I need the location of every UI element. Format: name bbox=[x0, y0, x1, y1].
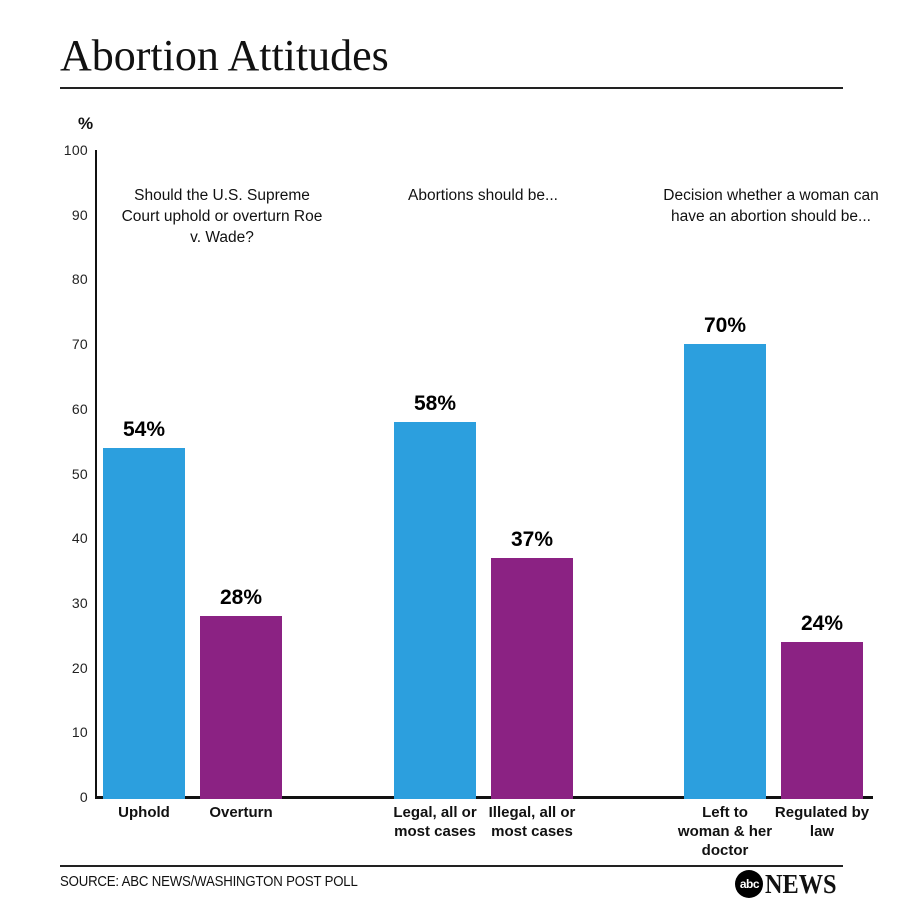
bar-value-label: 37% bbox=[510, 527, 554, 551]
bar-legal-all-or-most-cases bbox=[394, 421, 476, 799]
bar-category-label: Regulated by law bbox=[774, 804, 870, 840]
abc-logo-text: abc bbox=[739, 876, 760, 891]
y-tick-label: 70 bbox=[71, 336, 88, 353]
bar-category-label: Illegal, all or most cases bbox=[488, 804, 576, 840]
title-divider bbox=[60, 87, 843, 89]
bar-value-label: 24% bbox=[800, 611, 844, 635]
abc-news-logo: abc NEWS bbox=[735, 869, 845, 899]
abc-logo-circle-icon: abc bbox=[735, 870, 764, 898]
news-logo-text: NEWS bbox=[765, 868, 838, 899]
y-tick-label: 10 bbox=[71, 724, 88, 741]
bar-overturn bbox=[200, 615, 282, 799]
bar-value-label: 54% bbox=[122, 417, 166, 441]
x-axis-baseline bbox=[95, 796, 873, 799]
y-tick-label: 0 bbox=[79, 789, 88, 805]
y-tick-label: 80 bbox=[71, 271, 88, 288]
group-question: Abortions should be... bbox=[408, 187, 558, 204]
y-tick-label: 40 bbox=[71, 530, 88, 547]
bar-value-label: 70% bbox=[703, 314, 747, 338]
source-attribution: SOURCE: ABC NEWS/WASHINGTON POST POLL bbox=[60, 873, 358, 890]
y-tick-label: 90 bbox=[71, 206, 88, 223]
bar-category-label: Overturn bbox=[209, 804, 273, 821]
y-tick-label: 30 bbox=[71, 594, 88, 611]
y-axis-unit-label: % bbox=[78, 114, 94, 133]
y-tick-label: 20 bbox=[71, 659, 88, 676]
group-question: Should the U.S. Supreme Court uphold or … bbox=[121, 187, 323, 246]
y-axis-line bbox=[95, 150, 97, 797]
footer-divider bbox=[60, 865, 843, 867]
y-tick-label: 60 bbox=[71, 400, 88, 417]
bar-illegal-all-or-most-cases bbox=[491, 557, 573, 799]
bar-category-label: Uphold bbox=[118, 804, 170, 821]
bar-left-to-woman-&-her-doctor bbox=[684, 344, 766, 799]
bar-uphold bbox=[103, 447, 185, 799]
page-title: Abortion Attitudes bbox=[60, 31, 389, 80]
bar-regulated-by-law bbox=[781, 641, 863, 799]
bar-value-label: 28% bbox=[219, 585, 263, 609]
bar-category-label: Left to woman & her doctor bbox=[677, 804, 773, 859]
group-question: Decision whether a woman can have an abo… bbox=[663, 187, 879, 225]
bar-category-label: Legal, all or most cases bbox=[393, 804, 477, 840]
y-tick-label: 100 bbox=[63, 142, 88, 158]
y-tick-label: 50 bbox=[71, 465, 88, 482]
bar-value-label: 58% bbox=[413, 391, 457, 415]
